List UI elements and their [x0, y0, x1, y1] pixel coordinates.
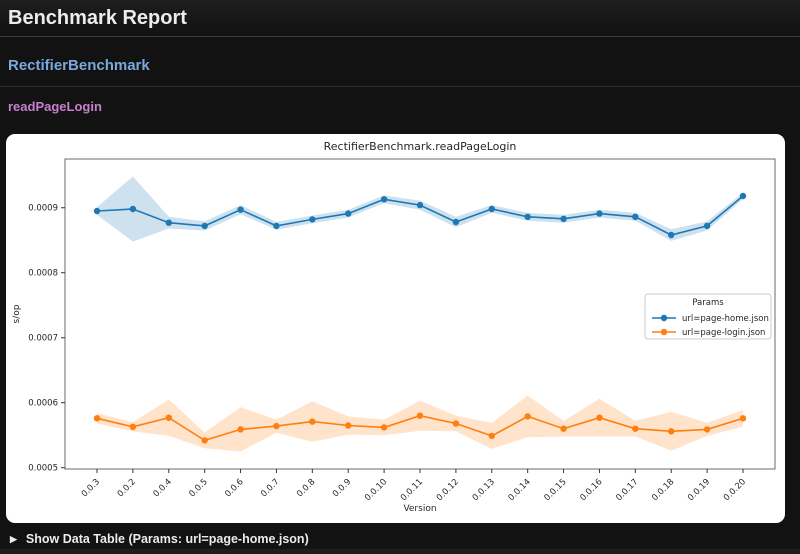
- data-point: [165, 219, 172, 226]
- data-point: [309, 216, 316, 223]
- data-point: [488, 205, 495, 213]
- x-tick-label: 0.0.3: [80, 477, 102, 499]
- series-url-page-home-json: [93, 176, 747, 242]
- legend-entry-label: url=page-login.json: [682, 328, 765, 338]
- show-data-table-toggle[interactable]: ▶ Show Data Table (Params: url=page-home…: [0, 523, 800, 554]
- data-point: [345, 422, 352, 429]
- data-point: [452, 218, 460, 226]
- x-tick-label: 0.0.13: [471, 477, 497, 503]
- confidence-band: [97, 176, 743, 242]
- data-point: [273, 422, 280, 430]
- y-tick-label: 0.0007: [28, 334, 58, 344]
- legend-marker-dot: [660, 328, 668, 336]
- data-point: [380, 196, 388, 203]
- data-point: [416, 201, 424, 209]
- legend-marker-dot: [660, 314, 668, 322]
- x-tick-label: 0.0.12: [435, 477, 461, 503]
- x-tick-label: 0.0.11: [399, 477, 425, 503]
- data-point: [668, 231, 675, 239]
- chart-legend: Params url=page-home.json url=page-login.j…: [644, 293, 772, 340]
- legend-entry-label: url=page-home.json: [682, 314, 769, 324]
- data-point: [416, 412, 424, 419]
- x-tick-label: 0.0.17: [614, 477, 640, 503]
- data-point: [668, 428, 675, 435]
- data-point: [596, 210, 603, 217]
- data-point: [632, 213, 639, 220]
- data-point: [560, 215, 567, 222]
- data-point: [345, 210, 352, 217]
- data-point: [560, 425, 567, 432]
- data-point: [309, 418, 316, 425]
- x-tick-label: 0.0.19: [686, 477, 712, 503]
- legend-title: Params: [692, 298, 724, 308]
- benchmark-line-chart: RectifierBenchmark.readPageLogin0.00050.…: [12, 140, 776, 514]
- data-point: [703, 222, 711, 230]
- x-tick-label: 0.0.5: [187, 477, 209, 499]
- x-tick-label: 0.0.4: [152, 477, 174, 499]
- data-point: [596, 414, 603, 421]
- data-point: [488, 432, 495, 440]
- data-point: [129, 423, 137, 430]
- chart-panel: RectifierBenchmark.readPageLogin 0.0005 0.…: [6, 134, 785, 523]
- data-point: [237, 426, 244, 433]
- x-axis: 0.0.3 0.0.2 0.0.4 0.0.5 0.0.6 0.0.7 0.0.8 0.0.9…: [80, 469, 748, 514]
- y-axis: 0.0005 0.0006 0.0007 0.0008 0.0009 s/op: [12, 204, 65, 474]
- show-data-table-label: Show Data Table (Params: url=page-home.j…: [25, 532, 309, 546]
- confidence-band: [97, 395, 743, 452]
- data-point: [93, 415, 101, 422]
- data-point: [237, 206, 244, 213]
- x-tick-label: 0.0.9: [331, 477, 353, 499]
- data-point: [452, 420, 460, 427]
- data-point: [632, 425, 639, 432]
- x-tick-label: 0.0.14: [507, 477, 533, 503]
- y-tick-label: 0.0008: [28, 269, 58, 279]
- disclosure-triangle-icon: ▶: [10, 533, 17, 544]
- x-tick-label: 0.0.10: [363, 477, 389, 503]
- y-tick-label: 0.0005: [28, 464, 58, 474]
- data-point: [524, 213, 531, 220]
- data-point: [380, 424, 388, 431]
- x-tick-label: 0.0.8: [295, 477, 317, 499]
- x-tick-label: 0.0.15: [542, 477, 568, 503]
- data-point: [165, 414, 172, 421]
- benchmark-class-heading: RectifierBenchmark: [0, 37, 800, 87]
- y-axis-label: s/op: [12, 304, 22, 323]
- page-title: Benchmark Report: [0, 0, 800, 37]
- y-tick-label: 0.0009: [28, 204, 58, 214]
- x-tick-label: 0.0.20: [722, 477, 748, 503]
- data-point: [129, 205, 137, 213]
- legend-box: [644, 293, 772, 340]
- data-point: [93, 207, 101, 215]
- data-point: [524, 413, 531, 420]
- data-point: [201, 437, 208, 444]
- data-point: [201, 222, 208, 230]
- data-point: [273, 222, 280, 230]
- chart-title: RectifierBenchmark.readPageLogin: [324, 140, 517, 153]
- data-point: [739, 192, 747, 200]
- x-tick-label: 0.0.6: [223, 477, 245, 499]
- x-tick-label: 0.0.2: [116, 477, 138, 499]
- benchmark-method-heading: readPageLogin: [8, 99, 102, 114]
- x-axis-label: Version: [403, 504, 436, 514]
- series-url-page-login-json: [93, 395, 747, 452]
- y-tick-label: 0.0006: [28, 399, 58, 409]
- x-tick-label: 0.0.16: [578, 477, 604, 503]
- x-tick-label: 0.0.7: [259, 477, 281, 499]
- x-tick-label: 0.0.18: [650, 477, 676, 503]
- data-point: [739, 415, 747, 422]
- data-point: [703, 426, 711, 433]
